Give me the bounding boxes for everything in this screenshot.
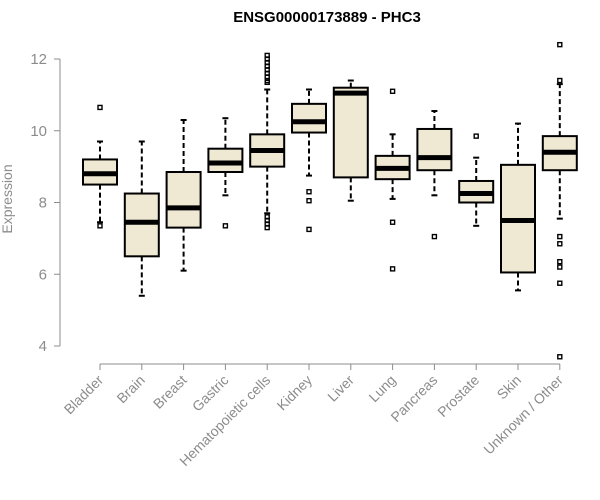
- box-pancreas: [416, 110, 453, 240]
- x-tick-label: Unknown / Other: [480, 372, 566, 458]
- outlier-point: [389, 219, 396, 225]
- iqr-box: [416, 127, 453, 172]
- chart-title: ENSG00000173889 - PHC3: [233, 9, 421, 26]
- y-tick-label: 8: [39, 195, 47, 212]
- box-gastric: [207, 117, 244, 229]
- x-tick-label: Liver: [324, 372, 357, 405]
- outlier-point: [557, 77, 563, 84]
- outlier-point: [557, 280, 563, 286]
- box-kidney: [291, 88, 327, 233]
- iqr-box: [207, 147, 244, 174]
- outlier-point: [306, 198, 312, 204]
- x-tick-label: Lung: [365, 372, 398, 405]
- y-tick-label: 10: [30, 123, 47, 140]
- iqr-box: [332, 86, 369, 179]
- outlier-point: [306, 226, 312, 233]
- box-unknown-other: [541, 41, 578, 360]
- x-tick-label: Breast: [150, 372, 190, 412]
- iqr-box: [165, 171, 202, 229]
- x-tick-label: Kidney: [274, 372, 316, 414]
- iqr-box: [291, 102, 327, 134]
- outlier-point: [389, 88, 396, 94]
- box-prostate: [458, 133, 495, 227]
- box-lung: [374, 88, 411, 272]
- outlier-point: [264, 79, 270, 86]
- y-tick-label: 4: [39, 338, 47, 355]
- x-tick-label: Skin: [494, 372, 525, 403]
- outlier-point: [97, 223, 103, 229]
- y-axis-title: Expression: [0, 164, 15, 233]
- outlier-point: [97, 104, 103, 111]
- x-tick-label: Prostate: [434, 372, 482, 420]
- outlier-point: [557, 258, 563, 265]
- outlier-point: [264, 224, 270, 231]
- outlier-point: [473, 133, 479, 139]
- outlier-point: [431, 233, 438, 240]
- box-brain: [123, 140, 160, 297]
- outlier-point: [557, 354, 563, 360]
- outlier-point: [389, 266, 396, 272]
- y-tick-label: 6: [39, 266, 47, 283]
- box-bladder: [82, 104, 118, 229]
- outlier-point: [557, 41, 563, 48]
- x-tick-label: Bladder: [61, 372, 107, 418]
- box-breast: [165, 118, 202, 272]
- iqr-box: [123, 192, 160, 258]
- box-skin: [500, 122, 536, 292]
- outlier-point: [557, 241, 563, 247]
- x-tick-label: Brain: [113, 372, 147, 406]
- outlier-point: [557, 233, 563, 240]
- outlier-point: [306, 189, 312, 195]
- box-hematopoietic-cells: [249, 52, 286, 231]
- box-liver: [332, 79, 369, 202]
- y-tick-label: 12: [30, 51, 47, 68]
- outlier-point: [222, 223, 229, 229]
- outlier-point: [557, 264, 563, 270]
